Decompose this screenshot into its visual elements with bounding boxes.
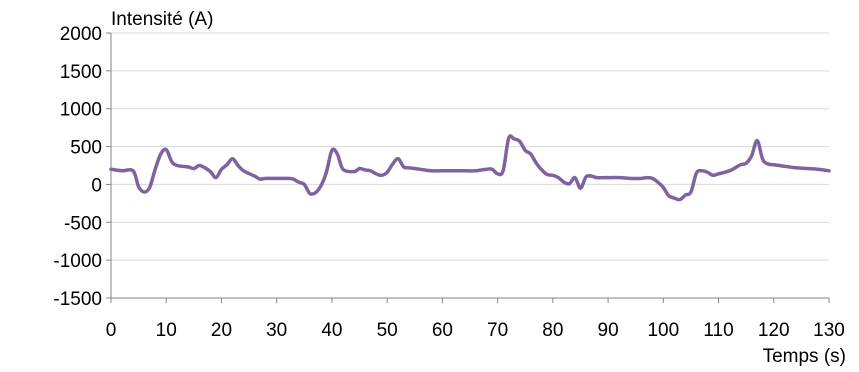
x-tick-label: 40 <box>321 320 342 341</box>
x-tick-label: 20 <box>211 320 232 341</box>
axes <box>106 32 830 303</box>
x-tick-label: 120 <box>758 320 790 341</box>
x-tick-label: 10 <box>156 320 177 341</box>
x-tick-label: 80 <box>542 320 563 341</box>
x-axis-tick-labels: 0 10 20 30 40 50 60 70 80 90 100 110 120 130 <box>106 320 845 341</box>
y-tick-label: 1500 <box>60 62 102 83</box>
y-axis-tick-labels: 2000 1500 1000 500 0 -500 -1000 -1500 <box>53 24 102 310</box>
x-tick-label: 90 <box>598 320 619 341</box>
x-tick-label: 70 <box>487 320 508 341</box>
x-axis-label: Temps (s) <box>763 346 846 367</box>
x-tick-label: 50 <box>377 320 398 341</box>
series-line <box>109 134 831 202</box>
gridlines <box>111 32 829 261</box>
x-tick-label: 60 <box>432 320 453 341</box>
x-tick-label: 130 <box>813 320 845 341</box>
y-tick-label: 2000 <box>60 24 102 45</box>
y-tick-label: -1500 <box>53 289 102 310</box>
y-tick-label: -1000 <box>53 251 102 272</box>
x-tick-label: 100 <box>647 320 679 341</box>
x-tick-label: 0 <box>106 320 117 341</box>
y-tick-label: 1000 <box>60 100 102 121</box>
y-tick-label: 0 <box>91 175 102 196</box>
y-axis-label: Intensité (A) <box>111 9 213 30</box>
x-tick-label: 110 <box>703 320 733 341</box>
x-tick-label: 30 <box>266 320 287 341</box>
y-tick-label: -500 <box>64 213 102 234</box>
y-tick-label: 500 <box>70 138 102 159</box>
series-group <box>109 134 831 202</box>
